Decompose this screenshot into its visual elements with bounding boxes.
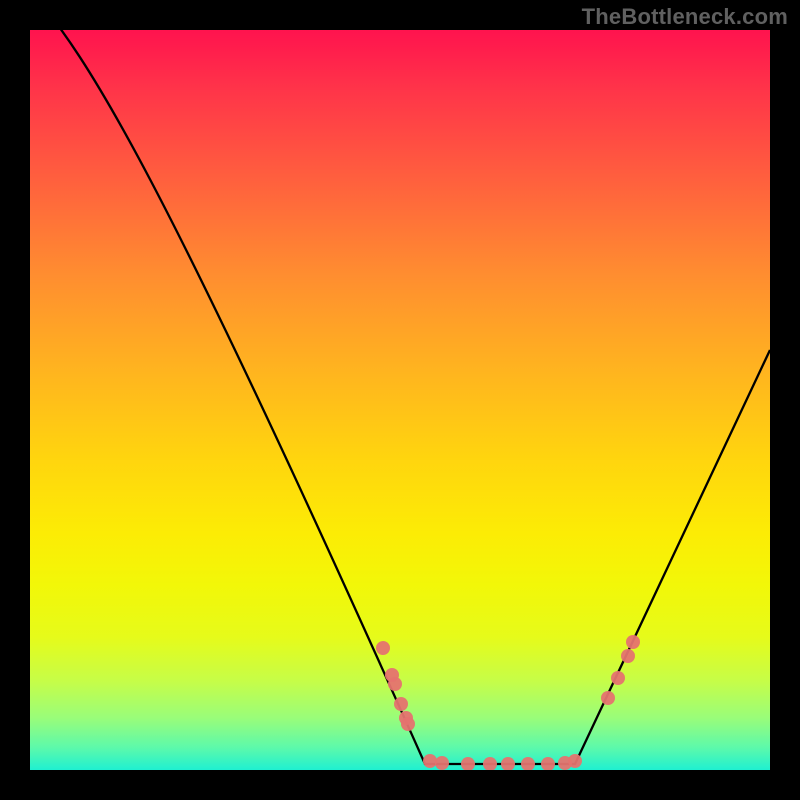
- data-marker: [626, 635, 640, 649]
- data-marker: [401, 717, 415, 731]
- data-marker: [611, 671, 625, 685]
- data-marker: [483, 757, 497, 770]
- data-marker: [376, 641, 390, 655]
- data-marker: [541, 757, 555, 770]
- data-marker: [394, 697, 408, 711]
- data-marker: [521, 757, 535, 770]
- marker-group: [376, 635, 640, 770]
- data-marker: [423, 754, 437, 768]
- plot-area: [30, 30, 770, 770]
- data-marker: [621, 649, 635, 663]
- data-marker: [388, 677, 402, 691]
- chart-frame: TheBottleneck.com: [0, 0, 800, 800]
- data-marker: [435, 756, 449, 770]
- data-marker: [461, 757, 475, 770]
- data-marker: [601, 691, 615, 705]
- watermark-text: TheBottleneck.com: [582, 4, 788, 30]
- bottleneck-curve-svg: [30, 30, 770, 770]
- data-marker: [568, 754, 582, 768]
- bottleneck-curve: [30, 30, 770, 764]
- data-marker: [501, 757, 515, 770]
